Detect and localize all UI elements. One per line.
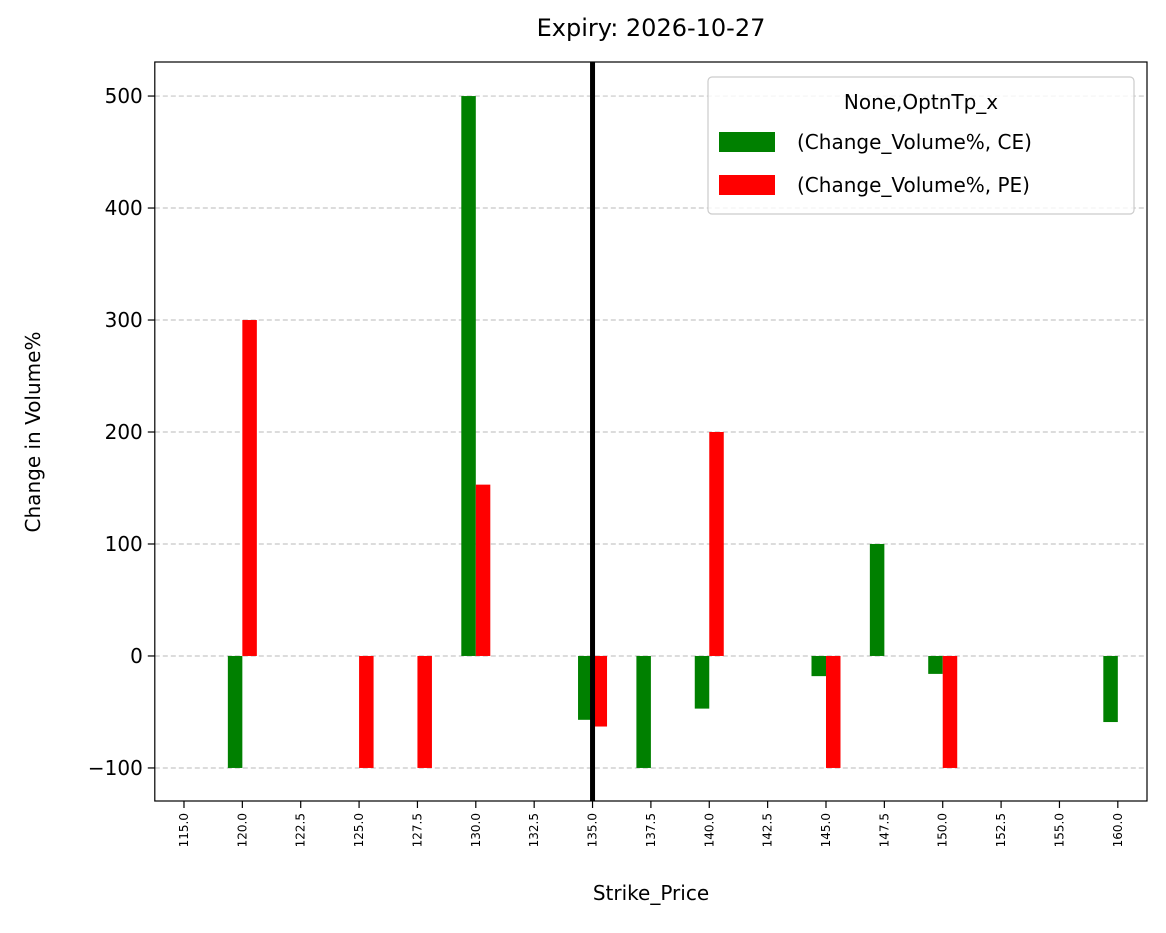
bar (475, 484, 491, 656)
bar (578, 655, 593, 720)
bar (942, 655, 958, 768)
y-tick-label: 200 (105, 420, 143, 444)
x-tick-label: 142.5 (761, 813, 775, 847)
bar (825, 655, 841, 768)
bar (227, 655, 243, 768)
x-tick-label: 115.0 (177, 813, 191, 847)
x-tick-label: 152.5 (994, 813, 1008, 847)
x-tick-label: 125.0 (352, 813, 366, 847)
x-tick-label: 137.5 (644, 813, 658, 847)
bar (694, 655, 710, 709)
x-tick-label: 130.0 (469, 813, 483, 847)
x-tick-label: 132.5 (527, 813, 541, 847)
y-tick-label: 0 (130, 644, 143, 668)
x-tick-label: 135.0 (586, 813, 600, 847)
y-tick-label: 300 (105, 308, 143, 332)
bar (1103, 655, 1118, 723)
legend-swatch (719, 175, 775, 195)
legend-swatch (719, 132, 775, 152)
x-tick-label: 155.0 (1052, 813, 1066, 847)
bar (359, 655, 374, 768)
y-axis-label: Change in Volume% (21, 332, 45, 533)
x-tick-label: 147.5 (877, 813, 891, 847)
y-tick-label: −100 (88, 756, 143, 780)
bar (928, 655, 943, 674)
y-tick-label: 400 (105, 196, 143, 220)
x-tick-label: 127.5 (410, 813, 424, 847)
bar (709, 432, 724, 656)
bar (417, 655, 432, 768)
x-tick-label: 150.0 (936, 813, 950, 847)
bar (869, 543, 885, 656)
x-axis-label: Strike_Price (593, 881, 709, 905)
x-tick-label: 160.0 (1111, 813, 1125, 847)
plot-frame (154, 61, 1148, 802)
y-tick-label: 500 (105, 84, 143, 108)
legend-label: (Change_Volume%, PE) (797, 173, 1030, 197)
bar (636, 655, 651, 768)
legend-label: (Change_Volume%, CE) (797, 130, 1032, 154)
legend-title: None,OptnTp_x (844, 90, 998, 114)
x-tick-label: 120.0 (235, 813, 249, 847)
bar (592, 655, 608, 727)
y-tick-label: 100 (105, 532, 143, 556)
x-tick-label: 145.0 (819, 813, 833, 847)
bar (811, 655, 826, 677)
bar (461, 96, 476, 656)
chart-title: Expiry: 2026-10-27 (537, 14, 766, 42)
legend-box (707, 76, 1135, 215)
bar (242, 320, 257, 656)
x-tick-label: 140.0 (702, 813, 716, 847)
x-tick-label: 122.5 (294, 813, 308, 847)
